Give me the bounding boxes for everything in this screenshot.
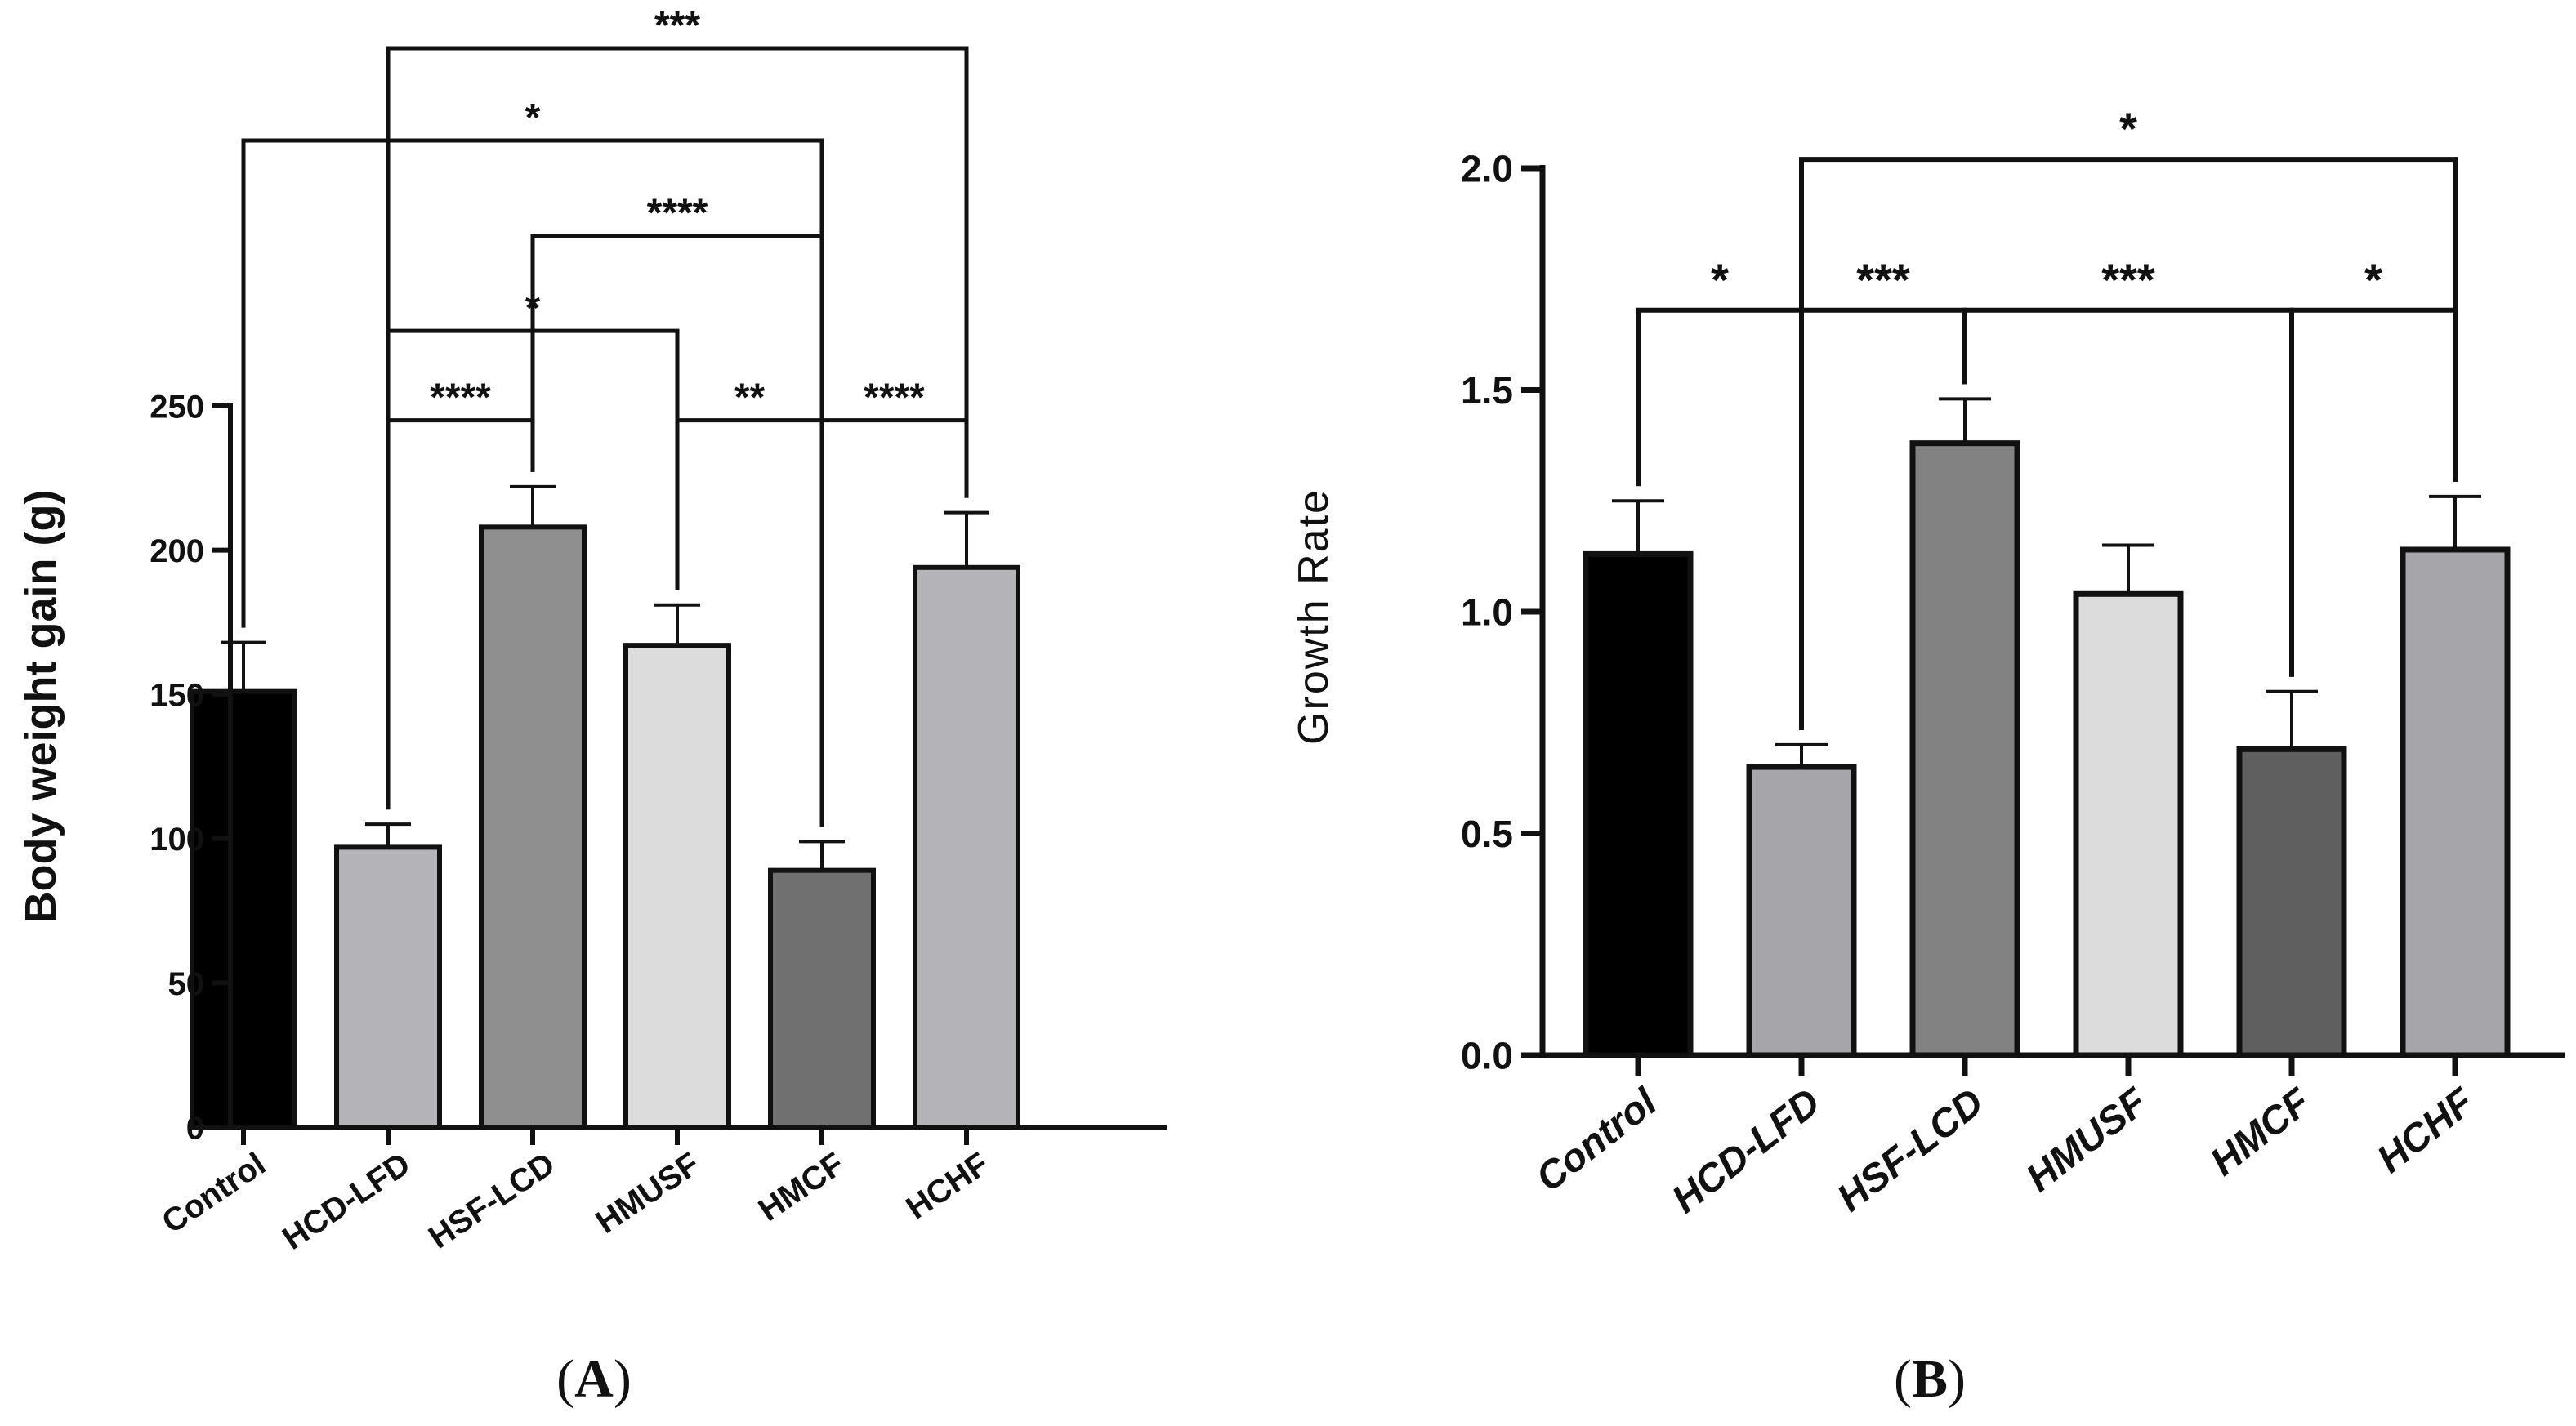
x-tick-label-hmcf: HMCF [752,1146,850,1228]
significance-label: *** [2101,254,2155,305]
y-tick-label: 150 [150,678,204,714]
bar-hmcf [768,867,876,1130]
y-tick-label: 0.0 [1461,1035,1513,1077]
x-tick-label-hmcf: HMCF [2203,1080,2319,1184]
panel-b-axes: 0.0 0.5 1.0 1.5 2.0 [1461,148,2565,1077]
bar-hchf [2400,546,2511,1058]
y-tick-label: 1.0 [1461,591,1513,634]
bar-hmusf [2073,590,2184,1058]
x-tick-label-control: Control [1529,1080,1666,1201]
y-tick-label: 0 [186,1110,204,1146]
y-tick-label: 50 [168,966,205,1002]
significance-label: * [1711,254,1729,305]
panel-a-bars [190,524,1020,1130]
panel-a: Body weight gain (g) **** ** *************… [16,4,1167,1409]
significance-label: *** [1856,254,1910,305]
bar-hchf [913,564,1020,1130]
significance-label: * [525,96,541,140]
bar-control [1583,550,1694,1058]
significance-label: **** [647,192,708,235]
panel-a-significance: **** ** ************* [241,4,969,827]
y-tick-label: 100 [150,822,204,858]
x-tick-label-hchf: HCHF [900,1146,995,1227]
significance-label: **** [430,377,491,420]
panel-a-x-labels: Control HCD-LFD HSF-LCD HMUSF HMCF HCHF [156,1146,995,1257]
panel-b-y-axis-title: Growth Rate [1290,488,1337,745]
x-tick-label-hsf-lcd: HSF-LCD [1829,1081,1992,1220]
panel-b: Growth Rate * *** *** ** 0.00.51.01.52.0 Co… [1290,103,2565,1409]
significance-label: * [2364,254,2382,305]
panel-b-letter: B [1912,1349,1948,1409]
bar-hsf-lcd [1909,440,2020,1058]
x-tick-label-hcd-lfd: HCD-LFD [1664,1081,1828,1222]
panel-a-letter: A [574,1349,614,1409]
panel-a-axes: 0 50 100 150 200 250 [150,389,1167,1146]
panel-b-bars [1583,440,2511,1058]
panel-b-error-bars [1612,397,2481,768]
y-tick-label: 0.5 [1461,813,1513,855]
panel-b-x-labels: Control HCD-LFD HSF-LCD HMUSF HMCF HCHF [1529,1080,2483,1222]
y-tick-label: 2.0 [1461,148,1513,190]
bar-hcd-lfd [334,844,442,1130]
y-tick-label: 250 [150,389,204,425]
significance-bracket [386,46,969,810]
significance-label: *** [654,4,700,47]
significance-label: **** [864,377,925,420]
bar-hmusf [623,643,731,1130]
bar-control [190,688,297,1130]
x-tick-label-hcd-lfd: HCD-LFD [276,1146,417,1257]
significance-label: ** [734,377,766,420]
significance-bracket [1799,157,2458,730]
x-tick-label-hchf: HCHF [2369,1080,2483,1182]
x-tick-label-hsf-lcd: HSF-LCD [422,1146,561,1256]
bar-hcd-lfd [1746,764,1857,1058]
x-tick-label-hmusf: HMUSF [2019,1080,2156,1201]
x-tick-label-control: Control [156,1146,272,1241]
y-tick-label: 1.5 [1461,369,1513,412]
x-tick-label-hmusf: HMUSF [590,1146,707,1241]
panel-a-label: (A) [556,1349,632,1409]
panel-a-error-bars [221,484,989,871]
y-tick-label: 200 [150,533,204,569]
bar-hsf-lcd [479,524,587,1130]
panel-b-significance: * *** *** ** [1636,103,2458,730]
significance-label: * [2119,103,2137,154]
panel-b-label: (B) [1894,1349,1966,1409]
significance-bracket [241,138,824,827]
panel-a-y-axis-title: Body weight gain (g) [16,490,65,924]
bar-hmcf [2236,746,2347,1058]
